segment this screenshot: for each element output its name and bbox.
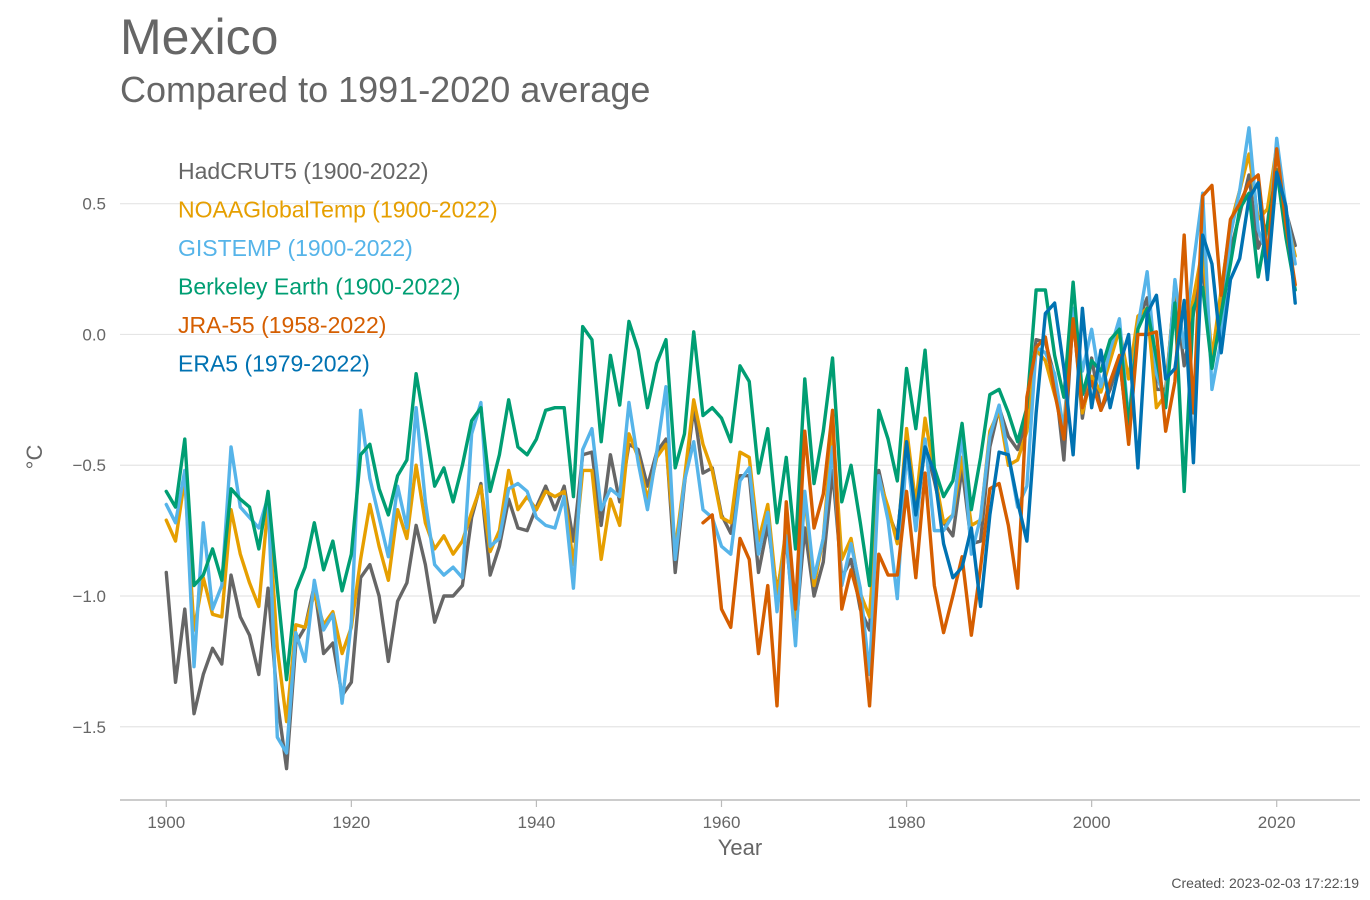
plot-area [164, 126, 1297, 771]
x-tick-label: 1940 [518, 813, 556, 832]
y-tick-label: 0.0 [82, 325, 106, 344]
y-tick-label: −1.0 [72, 587, 106, 606]
x-tick-label: 2020 [1258, 813, 1296, 832]
x-tick-label: 1980 [888, 813, 926, 832]
legend-entry-5: ERA5 (1979-2022) [178, 351, 370, 377]
y-tick-label: 0.5 [82, 195, 106, 214]
legend-entry-3: Berkeley Earth (1900-2022) [178, 274, 461, 300]
legend-entry-4: JRA-55 (1958-2022) [178, 312, 386, 338]
x-tick-label: 1960 [703, 813, 741, 832]
x-axis-title: Year [718, 835, 762, 860]
y-tick-label: −1.5 [72, 718, 106, 737]
chart-subtitle: Compared to 1991-2020 average [120, 69, 651, 110]
series-line-2 [164, 126, 1297, 755]
series-line-1 [164, 144, 1297, 724]
series-line-5 [895, 170, 1297, 609]
series-line-3 [164, 167, 1297, 682]
legend-entry-2: GISTEMP (1900-2022) [178, 235, 413, 261]
chart-title: Mexico [120, 9, 279, 65]
legend-entry-0: HadCRUT5 (1900-2022) [178, 158, 429, 184]
legend-entry-1: NOAAGlobalTemp (1900-2022) [178, 197, 498, 223]
y-tick-label: −0.5 [72, 456, 106, 475]
x-axis: 1900 1920 1940 1960 1980 2000 2020 [147, 800, 1296, 832]
created-timestamp: Created: 2023-02-03 17:22:19 [1171, 875, 1359, 891]
legend: HadCRUT5 (1900-2022) NOAAGlobalTemp (1900… [178, 158, 498, 377]
y-axis: 0.5 0.0 −0.5 −1.0 −1.5 [72, 195, 106, 737]
series-line-4 [701, 147, 1297, 708]
x-tick-label: 1920 [332, 813, 370, 832]
x-tick-label: 1900 [147, 813, 185, 832]
y-axis-title: °C [22, 445, 47, 470]
x-tick-label: 2000 [1073, 813, 1111, 832]
